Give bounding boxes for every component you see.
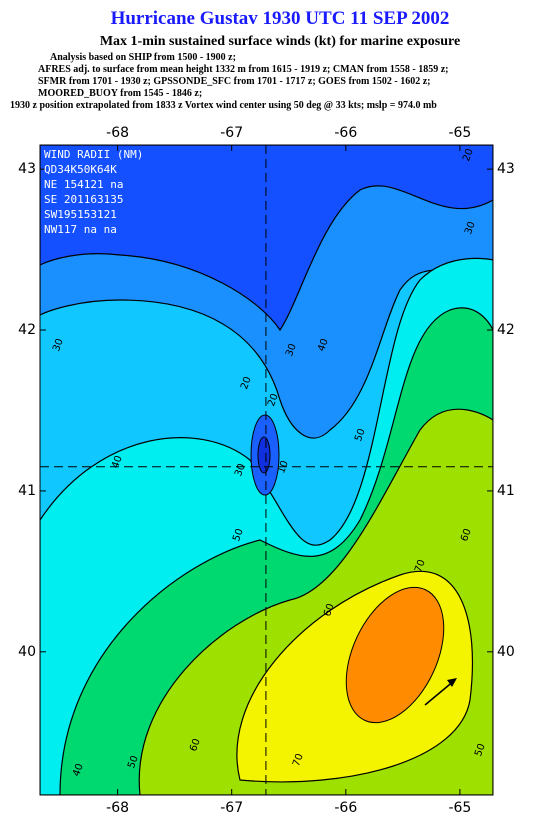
- contour-label: 70: [413, 558, 428, 574]
- y-tick-label: 42: [18, 322, 36, 338]
- contour-label: 10: [276, 459, 291, 475]
- y-tick-label: 41: [497, 483, 515, 499]
- contour-label: 40: [316, 337, 331, 353]
- contour-label: 30: [463, 220, 478, 236]
- wind-radii: SW195153121: [44, 208, 117, 221]
- contour-label: 20: [461, 147, 476, 163]
- contour-label: 50: [126, 754, 141, 770]
- x-tick-label: -67: [220, 125, 243, 141]
- y-tick-label: 43: [18, 161, 36, 177]
- contour-label: 50: [353, 427, 368, 443]
- plot-fill: [39, 144, 494, 796]
- wind-radii: QD34K50K64K: [44, 163, 117, 176]
- note: 1930 z position extrapolated from 1833 z…: [10, 100, 437, 111]
- contour-label: 50: [473, 742, 488, 758]
- x-tick-label: -68: [106, 125, 129, 141]
- wind-radii: NW117 na na: [44, 223, 117, 236]
- contour-label: 30: [233, 462, 248, 478]
- contour-label: 60: [188, 737, 203, 753]
- x-tick-label: -66: [334, 800, 357, 815]
- y-tick-label: 40: [497, 644, 515, 660]
- y-tick-label: 41: [18, 483, 36, 499]
- note: SFMR from 1701 - 1930 z; GPSSONDE_SFC fr…: [38, 76, 430, 87]
- contour-label: 70: [291, 752, 306, 768]
- y-tick-label: 43: [497, 161, 515, 177]
- y-tick-label: 42: [497, 322, 515, 338]
- contour-label: 40: [110, 454, 125, 470]
- contour-label: 60: [459, 527, 474, 543]
- contour-label: 50: [231, 527, 246, 543]
- title: Hurricane Gustav 1930 UTC 11 SEP 2002: [111, 8, 450, 29]
- contour-label: 40: [71, 762, 86, 778]
- contour-label: 20: [266, 392, 281, 408]
- x-tick-label: -65: [448, 800, 471, 815]
- x-tick-label: -67: [220, 800, 243, 815]
- y-tick-label: 40: [18, 644, 36, 660]
- subtitle: Max 1-min sustained surface winds (kt) f…: [100, 34, 460, 49]
- wind-radii: SE 201163135: [44, 193, 123, 206]
- note: MOORED_BUOY from 1545 - 1846 z;: [38, 88, 202, 99]
- contour-label: 30: [51, 337, 66, 353]
- x-tick-label: -66: [334, 125, 357, 141]
- note: AFRES adj. to surface from mean height 1…: [38, 64, 449, 75]
- wind-radii: WIND RADII (NM): [44, 148, 143, 161]
- wind-radii: NE 154121 na: [44, 178, 123, 191]
- contour-label: 20: [239, 375, 254, 391]
- note: Analysis based on SHIP from 1500 - 1900 …: [50, 52, 236, 63]
- contour-label: 30: [284, 342, 299, 358]
- x-tick-label: -65: [448, 125, 471, 141]
- contour-label: 60: [322, 602, 337, 618]
- x-tick-label: -68: [106, 800, 129, 815]
